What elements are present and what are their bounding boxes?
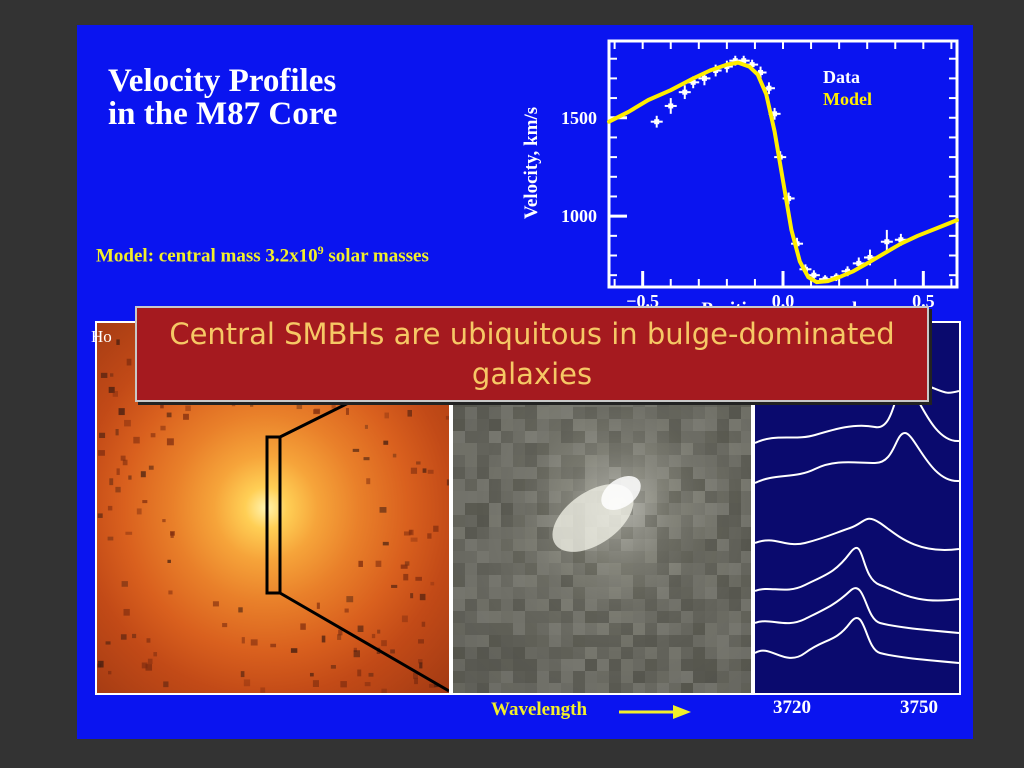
slide-title-line-1: Velocity Profiles	[108, 63, 337, 99]
wavelength-label: Wavelength	[491, 699, 587, 721]
wavelength-tick-3750: 3750	[900, 697, 938, 718]
banner-text: Central SMBHs are ubiquitous in bulge-do…	[169, 317, 895, 391]
model-mass-note-text: Model: central mass 3.2x10	[96, 245, 318, 267]
zoom-line-bottom	[279, 591, 449, 693]
data-point	[664, 98, 677, 114]
slide-title-line-2: in the M87 Core	[108, 96, 338, 132]
wavelength-tick-3720: 3720	[773, 697, 811, 718]
legend-data: Data	[823, 67, 860, 87]
model-mass-note-tail: solar masses	[323, 245, 429, 267]
chart-plot-area	[607, 39, 959, 289]
spectrum-7	[755, 617, 959, 664]
image-corner-label: Ho	[91, 327, 112, 346]
spectrum-2	[755, 381, 959, 444]
y-tick-label: 1000	[561, 206, 597, 226]
data-point	[650, 115, 663, 128]
banner-callout: Central SMBHs are ubiquitous in bulge-do…	[135, 306, 929, 402]
spectrum-3	[755, 431, 959, 484]
spectrum-4	[755, 517, 959, 551]
y-tick-label: 1500	[561, 108, 597, 128]
nucleus-glow-core	[601, 475, 641, 511]
model-mass-note: Model: central mass 3.2x109 solar masses	[96, 243, 429, 267]
wavelength-arrow-icon	[619, 705, 691, 719]
spectrum-5	[755, 546, 959, 602]
chart-ticks	[609, 41, 957, 287]
spectrum-6	[755, 587, 959, 634]
slide-title: Velocity Profiles in the M87 Core	[108, 65, 438, 131]
legend-model: Model	[823, 89, 872, 109]
model-series-line	[607, 60, 959, 285]
slit-box	[265, 435, 282, 595]
model-mass-note-exponent: 9	[317, 243, 324, 257]
wavelength-label-text: Wavelength	[491, 699, 588, 720]
y-axis-label: Velocity, km/s	[521, 107, 542, 219]
data-point	[678, 85, 691, 100]
